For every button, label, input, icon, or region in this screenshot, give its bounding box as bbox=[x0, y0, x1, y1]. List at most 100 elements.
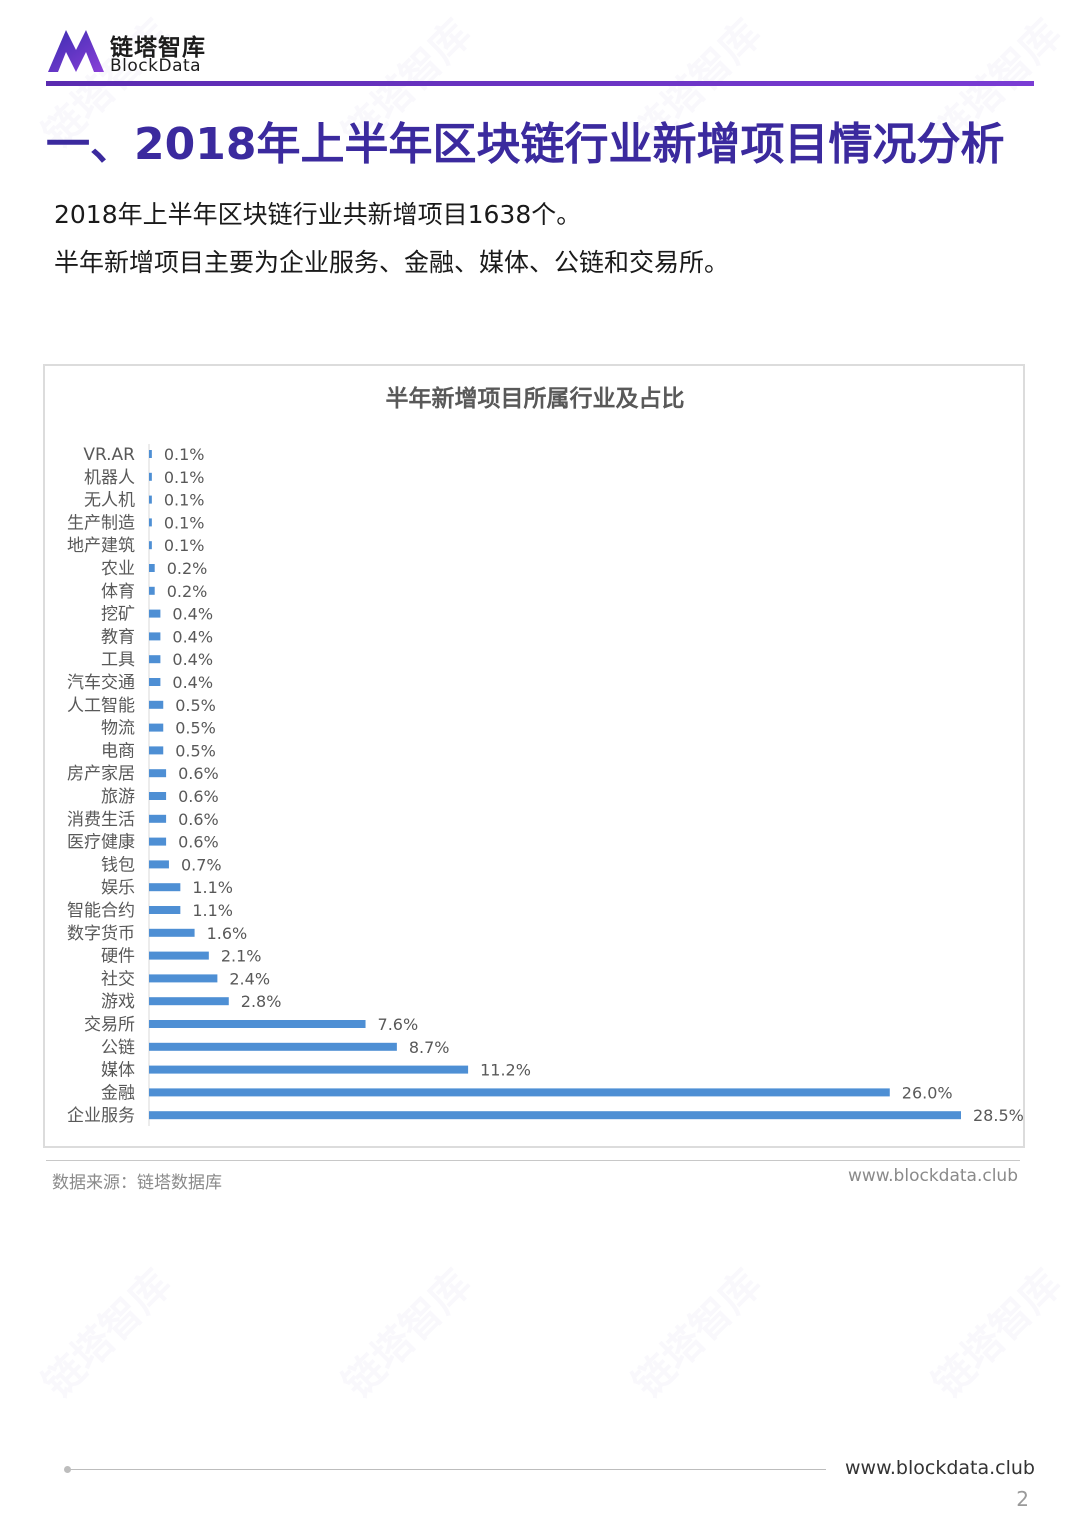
data-label: 0.1% bbox=[164, 513, 205, 532]
category-label: 数字货币 bbox=[67, 924, 135, 944]
category-label: 金融 bbox=[101, 1083, 135, 1103]
category-label: 挖矿 bbox=[101, 605, 135, 625]
bar bbox=[149, 495, 152, 504]
page-number: 2 bbox=[1016, 1487, 1029, 1511]
bar bbox=[149, 883, 181, 892]
data-label: 0.6% bbox=[178, 787, 219, 806]
data-label: 1.1% bbox=[192, 901, 233, 920]
bar bbox=[149, 518, 152, 527]
data-label: 1.1% bbox=[192, 878, 233, 897]
bar bbox=[149, 541, 152, 550]
bar bbox=[149, 837, 167, 846]
category-label: 农业 bbox=[101, 559, 135, 579]
category-label: 无人机 bbox=[84, 491, 135, 511]
category-label: 消费生活 bbox=[67, 810, 135, 830]
svg-text:链塔智库: 链塔智库 bbox=[625, 1261, 771, 1407]
bar bbox=[149, 678, 161, 686]
bar bbox=[149, 1020, 366, 1028]
data-label: 28.5% bbox=[973, 1106, 1023, 1125]
category-label: VR.AR bbox=[83, 445, 135, 465]
page-title: 一、2018年上半年区块链行业新增项目情况分析 bbox=[46, 119, 1005, 170]
category-label: 房产家居 bbox=[67, 764, 135, 784]
data-label: 26.0% bbox=[902, 1083, 953, 1102]
category-label: 企业服务 bbox=[67, 1106, 135, 1126]
svg-text:链塔智库: 链塔智库 bbox=[335, 1261, 481, 1407]
source-divider bbox=[46, 1160, 1020, 1161]
data-label: 0.1% bbox=[164, 445, 205, 464]
data-label: 7.6% bbox=[378, 1015, 419, 1034]
bar bbox=[149, 951, 209, 960]
data-label: 0.1% bbox=[164, 491, 205, 510]
category-label: 生产制造 bbox=[67, 513, 135, 533]
category-label: 硬件 bbox=[101, 947, 135, 967]
data-label: 0.2% bbox=[167, 559, 208, 578]
bar bbox=[149, 609, 161, 618]
bar bbox=[149, 700, 164, 709]
data-label: 0.4% bbox=[172, 650, 213, 669]
data-label: 0.1% bbox=[164, 468, 205, 487]
bar bbox=[149, 472, 152, 481]
category-label: 地产建筑 bbox=[67, 536, 135, 556]
brand-logo: 链塔智库 BlockData bbox=[46, 26, 226, 76]
category-label: 工具 bbox=[101, 650, 135, 670]
bar bbox=[149, 792, 167, 800]
category-label: 公链 bbox=[101, 1038, 135, 1058]
category-label: 教育 bbox=[101, 627, 135, 647]
data-label: 0.4% bbox=[172, 627, 213, 646]
industry-share-bar-chart: 半年新增项目所属行业及占比 VR.AR 0.1% 机器人 0.1% 无人机 0.1% 生产制… bbox=[67, 385, 1023, 1126]
chart-title: 半年新增项目所属行业及占比 bbox=[386, 385, 685, 412]
intro-line-1: 2018年上半年区块链行业共新增项目1638个。 bbox=[54, 200, 582, 229]
bar bbox=[149, 906, 181, 914]
bar bbox=[149, 655, 161, 664]
data-label: 2.8% bbox=[241, 992, 282, 1011]
bar bbox=[149, 814, 167, 823]
category-label: 汽车交通 bbox=[67, 673, 135, 693]
category-label: 娱乐 bbox=[101, 878, 135, 898]
bar bbox=[149, 1042, 397, 1051]
bar bbox=[149, 1111, 961, 1120]
data-label: 0.6% bbox=[178, 764, 219, 783]
bar bbox=[149, 586, 155, 595]
bar bbox=[149, 1065, 469, 1074]
bar bbox=[149, 974, 218, 983]
bar bbox=[149, 1088, 890, 1097]
brand-name-cn: 链塔智库 bbox=[110, 35, 206, 61]
data-label: 1.6% bbox=[207, 924, 248, 943]
category-label: 人工智能 bbox=[67, 696, 135, 716]
category-label: 社交 bbox=[101, 969, 135, 989]
data-label: 0.5% bbox=[175, 719, 216, 738]
data-source: 数据来源：链塔数据库 bbox=[52, 1173, 222, 1193]
title-divider bbox=[46, 81, 1034, 86]
bar bbox=[149, 723, 164, 732]
category-label: 旅游 bbox=[101, 787, 135, 807]
bar bbox=[149, 997, 229, 1006]
svg-text:链塔智库: 链塔智库 bbox=[925, 1261, 1071, 1407]
category-label: 机器人 bbox=[84, 468, 135, 488]
source-url: www.blockdata.club bbox=[848, 1166, 1018, 1186]
bar bbox=[149, 746, 164, 755]
category-label: 体育 bbox=[101, 582, 135, 602]
data-label: 0.2% bbox=[167, 582, 208, 601]
data-label: 2.1% bbox=[221, 947, 262, 966]
data-label: 0.7% bbox=[181, 855, 222, 874]
data-label: 0.5% bbox=[175, 696, 216, 715]
data-label: 0.4% bbox=[172, 605, 213, 624]
category-label: 媒体 bbox=[101, 1061, 135, 1081]
chart-panel: 半年新增项目所属行业及占比 VR.AR 0.1% 机器人 0.1% 无人机 0.1% 生产制… bbox=[43, 364, 1025, 1148]
data-label: 0.6% bbox=[178, 810, 219, 829]
brand-name-en: BlockData bbox=[110, 56, 202, 76]
bar bbox=[149, 860, 169, 869]
category-label: 游戏 bbox=[101, 992, 135, 1012]
data-label: 0.6% bbox=[178, 833, 219, 852]
category-label: 交易所 bbox=[84, 1015, 135, 1035]
data-label: 0.1% bbox=[164, 536, 205, 555]
footer-url: www.blockdata.club bbox=[845, 1457, 1035, 1479]
category-label: 物流 bbox=[101, 719, 135, 739]
data-label: 0.4% bbox=[172, 673, 213, 692]
blockdata-logo-icon bbox=[48, 30, 104, 72]
category-label: 医疗健康 bbox=[67, 833, 135, 853]
data-label: 8.7% bbox=[409, 1038, 450, 1057]
data-label: 0.5% bbox=[175, 741, 216, 760]
bar bbox=[149, 928, 195, 937]
bar bbox=[149, 769, 167, 778]
